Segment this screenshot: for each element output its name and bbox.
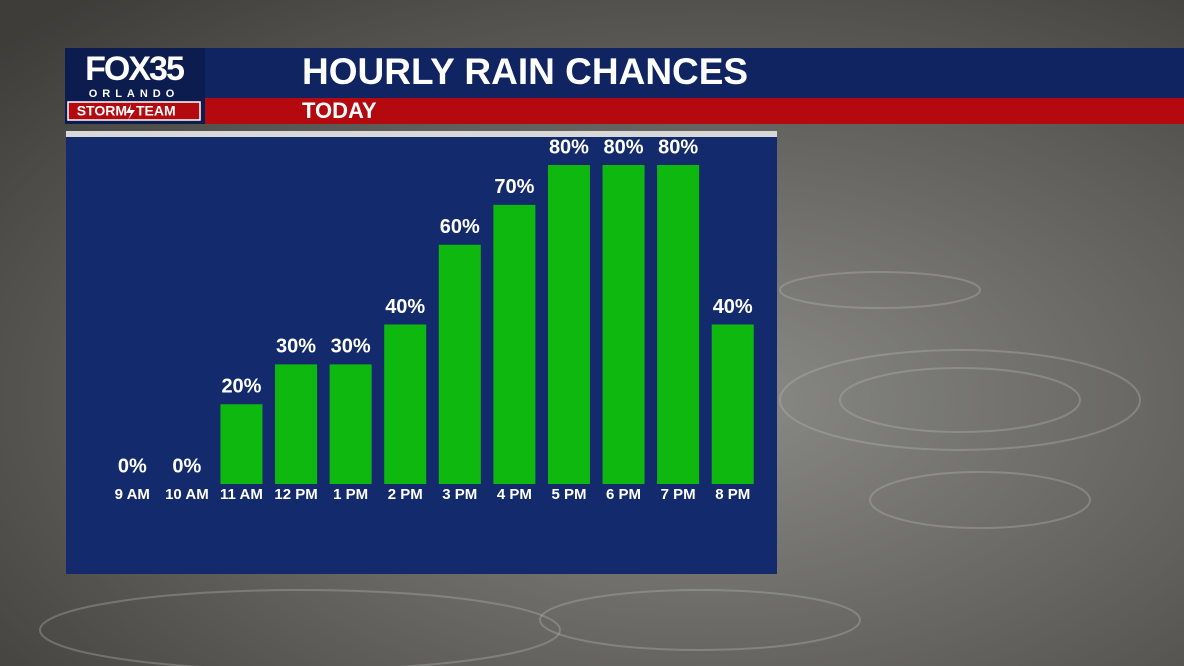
- bar: [220, 404, 263, 484]
- panel-top-line: [66, 131, 777, 137]
- x-tick-label: 5 PM: [551, 486, 586, 503]
- ripples: [39, 271, 1141, 666]
- x-tick-label: 11 AM: [220, 486, 263, 503]
- value-label: 0%: [172, 455, 201, 477]
- x-tick-label: 6 PM: [606, 486, 641, 503]
- value-label: 40%: [713, 296, 753, 318]
- x-tick-label: 7 PM: [661, 486, 696, 503]
- x-tick-label: 9 AM: [115, 486, 150, 503]
- subheader-bar: [65, 98, 1184, 124]
- bar: [329, 364, 372, 484]
- value-label: 20%: [221, 376, 261, 398]
- value-label: 70%: [494, 176, 534, 198]
- value-label: 60%: [440, 216, 480, 238]
- value-label: 30%: [276, 336, 316, 358]
- x-tick-label: 3 PM: [442, 486, 477, 503]
- bar: [547, 165, 590, 484]
- x-tick-label: 1 PM: [333, 486, 368, 503]
- value-label: 80%: [604, 136, 644, 158]
- logo-brand: FOX35: [85, 50, 184, 88]
- chart-subtitle: TODAY: [302, 98, 377, 123]
- bar: [657, 165, 700, 484]
- bar: [275, 364, 318, 484]
- header-bar: [65, 48, 1184, 98]
- bar: [493, 204, 536, 484]
- x-tick-label: 2 PM: [388, 486, 423, 503]
- bar: [384, 324, 427, 484]
- value-label: 30%: [331, 336, 371, 358]
- value-label: 80%: [658, 136, 698, 158]
- logo-team-left: STORM: [77, 103, 127, 119]
- x-tick-label: 4 PM: [497, 486, 532, 503]
- bar: [602, 165, 645, 484]
- bar: [711, 324, 754, 484]
- logo-bolt: [126, 104, 135, 120]
- x-tick-label: 8 PM: [715, 486, 750, 503]
- logo-city: ORLANDO: [89, 88, 180, 100]
- bar: [438, 244, 481, 484]
- x-tick-label: 10 AM: [165, 486, 209, 503]
- x-tick-label: 12 PM: [274, 486, 317, 503]
- logo-team-right: TEAM: [136, 103, 176, 119]
- value-label: 0%: [118, 455, 147, 477]
- value-label: 40%: [385, 296, 425, 318]
- value-label: 80%: [549, 136, 589, 158]
- chart-title: HOURLY RAIN CHANCES: [302, 51, 748, 92]
